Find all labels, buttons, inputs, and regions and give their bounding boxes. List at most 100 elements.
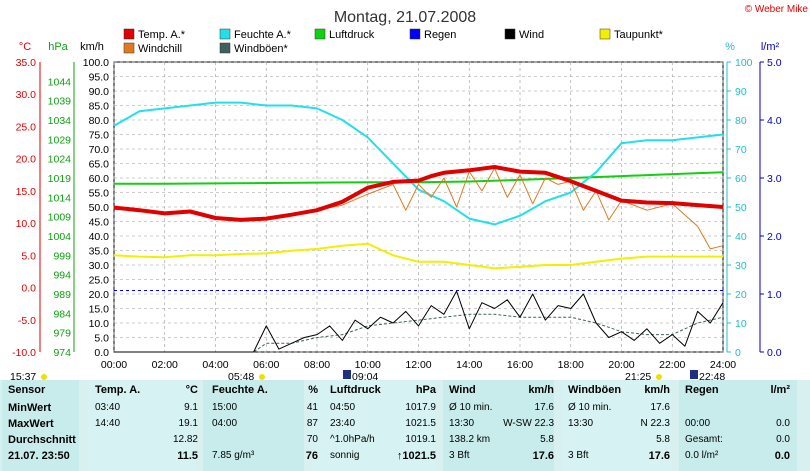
legend-swatch bbox=[504, 28, 516, 40]
stats-table: Sensor Temp. A. °C Feuchte A.% Luftdruck hPa W… bbox=[0, 380, 810, 471]
table-header: Luftdruck bbox=[330, 384, 381, 396]
table-cell: 23:40 bbox=[330, 418, 356, 429]
moonset-time: 22:48 bbox=[699, 371, 725, 380]
tick-temp: -5.0 bbox=[18, 315, 36, 327]
tick-temp: 35.0 bbox=[16, 57, 37, 69]
unit-rain: l/m² bbox=[761, 41, 780, 53]
tick-press: 989 bbox=[53, 289, 71, 301]
table-row-label: Durchschnitt bbox=[8, 434, 76, 446]
tick-press: 1039 bbox=[48, 96, 72, 108]
tick-wind: 75.0 bbox=[89, 130, 110, 142]
table-header: % bbox=[308, 384, 318, 396]
tick-wind: 100.0 bbox=[83, 57, 109, 69]
tick-press: 1024 bbox=[48, 154, 72, 166]
legend-label: Temp. A.* bbox=[138, 29, 186, 41]
table-header: Windböen bbox=[568, 384, 622, 396]
tick-press: 1014 bbox=[48, 192, 72, 204]
legend-swatch bbox=[219, 28, 231, 40]
legend-label: Feuchte A.* bbox=[234, 29, 292, 41]
series-windben bbox=[114, 313, 724, 353]
tick-press: 1044 bbox=[48, 76, 72, 88]
unit-temp: °C bbox=[19, 41, 31, 53]
table-cell: 5.8 bbox=[540, 434, 554, 445]
tick-rain: 0.0 bbox=[767, 347, 782, 359]
table-cell: ^1.0hPa/h bbox=[330, 434, 375, 445]
tick-temp: 15.0 bbox=[16, 186, 37, 198]
table-cell: 0.0 l/m² bbox=[685, 450, 719, 461]
table-cell: 0.0 bbox=[774, 450, 790, 462]
tick-x: 16:00 bbox=[507, 359, 533, 371]
sun-icon bbox=[41, 374, 47, 380]
table-header: Feuchte A. bbox=[212, 384, 268, 396]
tick-rain: 3.0 bbox=[767, 173, 782, 185]
table-cell: sonnig bbox=[330, 450, 360, 461]
tick-hum: 60 bbox=[735, 173, 747, 185]
table-cell: 0.0 bbox=[776, 434, 790, 445]
tick-rain: 1.0 bbox=[767, 289, 782, 301]
table-header: °C bbox=[185, 384, 198, 396]
tick-press: 1034 bbox=[48, 115, 72, 127]
table-cell: 00:00 bbox=[685, 418, 711, 429]
table-cell: Gesamt: bbox=[685, 434, 723, 445]
table-cell: ↑1021.5 bbox=[396, 450, 436, 462]
table-header: l/m² bbox=[770, 384, 790, 396]
tick-wind: 20.0 bbox=[89, 289, 110, 301]
tick-x: 04:00 bbox=[202, 359, 228, 371]
tick-temp: 5.0 bbox=[21, 250, 36, 262]
tick-x: 08:00 bbox=[304, 359, 330, 371]
table-header: km/h bbox=[644, 384, 670, 396]
tick-press: 984 bbox=[53, 308, 71, 320]
table-cell: Ø 10 min. bbox=[449, 402, 493, 413]
table-cell: 04:00 bbox=[212, 418, 238, 429]
tick-x: 06:00 bbox=[253, 359, 279, 371]
legend-swatch bbox=[219, 42, 231, 54]
tick-x: 10:00 bbox=[355, 359, 381, 371]
tick-x: 02:00 bbox=[152, 359, 178, 371]
sun-icon bbox=[656, 374, 662, 380]
tick-x: 18:00 bbox=[558, 359, 584, 371]
tick-hum: 10 bbox=[735, 318, 747, 330]
tick-rain: 4.0 bbox=[767, 115, 782, 127]
tick-wind: 0.0 bbox=[94, 347, 109, 359]
tick-rain: 5.0 bbox=[767, 57, 782, 69]
moon-icon bbox=[343, 370, 351, 379]
tick-rain: 2.0 bbox=[767, 231, 782, 243]
table-cell: 3 Bft bbox=[568, 450, 589, 461]
table-cell: 87 bbox=[306, 418, 318, 429]
table-row-label: MinWert bbox=[8, 402, 52, 414]
tick-x: 22:00 bbox=[659, 359, 685, 371]
table-cell: 76 bbox=[305, 450, 318, 462]
legend-swatch bbox=[409, 28, 421, 40]
tick-x: 14:00 bbox=[456, 359, 482, 371]
tick-wind: 15.0 bbox=[89, 304, 110, 316]
table-header: Regen bbox=[685, 384, 719, 396]
table-cell: W-SW 22.3 bbox=[503, 418, 554, 429]
table-column-bg bbox=[443, 380, 554, 471]
tick-wind: 45.0 bbox=[89, 217, 110, 229]
tick-wind: 70.0 bbox=[89, 144, 110, 156]
tick-press: 979 bbox=[53, 328, 71, 340]
unit-press: hPa bbox=[48, 41, 68, 53]
tick-hum: 0 bbox=[735, 347, 741, 359]
table-cell: Ø 10 min. bbox=[568, 402, 612, 413]
table-cell: 138.2 km bbox=[449, 434, 491, 445]
table-header: Sensor bbox=[8, 384, 46, 396]
table-cell: 14:40 bbox=[95, 418, 121, 429]
tick-hum: 40 bbox=[735, 231, 747, 243]
tick-wind: 50.0 bbox=[89, 202, 110, 214]
tick-wind: 5.0 bbox=[94, 333, 109, 345]
tick-temp: 20.0 bbox=[16, 154, 37, 166]
tick-wind: 55.0 bbox=[89, 188, 110, 200]
tick-press: 999 bbox=[53, 250, 71, 262]
table-column-bg bbox=[312, 380, 435, 471]
legend-swatch bbox=[314, 28, 326, 40]
table-cell: 3 Bft bbox=[449, 450, 470, 461]
table-column-bg bbox=[2, 380, 79, 471]
tick-temp: -10.0 bbox=[12, 347, 36, 359]
table-column-bg bbox=[562, 380, 671, 471]
tick-wind: 90.0 bbox=[89, 86, 110, 98]
series-feuchtea bbox=[113, 101, 724, 226]
table-header: Temp. A. bbox=[95, 384, 141, 396]
table-row-label: MaxWert bbox=[8, 418, 54, 430]
tick-temp: 10.0 bbox=[16, 218, 37, 230]
